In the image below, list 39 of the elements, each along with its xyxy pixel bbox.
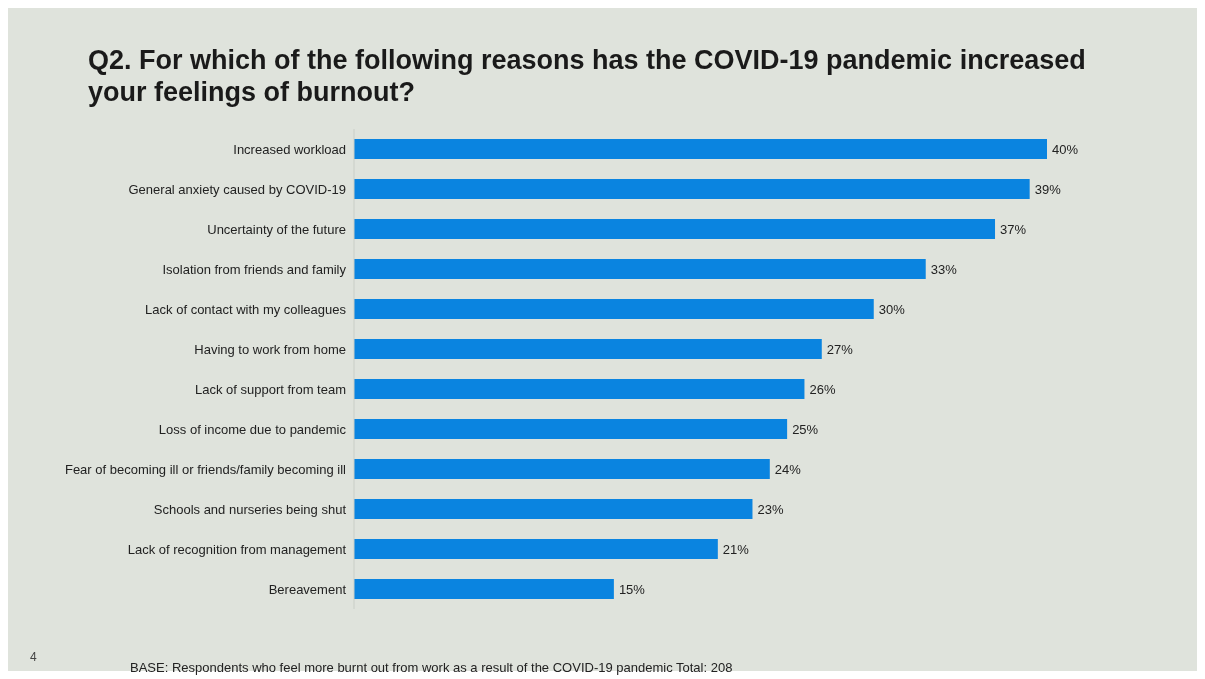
y-tick-label: Bereavement <box>268 581 347 597</box>
data-label: 15% <box>618 581 646 597</box>
data-label: 23% <box>757 501 784 517</box>
data-label: 30% <box>878 301 906 317</box>
bar <box>354 139 1047 159</box>
data-label: 27% <box>826 341 854 357</box>
bar <box>354 419 788 439</box>
data-label: 39% <box>1034 181 1062 197</box>
y-tick-label: Fear of becoming ill or friends/family becoming ill <box>64 461 347 477</box>
bar <box>354 379 805 399</box>
y-tick-label: Lack of support from team <box>194 381 346 397</box>
y-tick-label: Increased workload <box>233 141 346 157</box>
data-label: 33% <box>930 261 958 277</box>
bar <box>354 259 926 279</box>
bar <box>354 339 822 359</box>
bar <box>354 459 770 479</box>
y-tick-label: Loss of income due to pandemic <box>158 421 347 437</box>
bar <box>354 179 1030 199</box>
y-tick-label: Lack of recognition from management <box>127 541 347 557</box>
y-tick-label: Having to work from home <box>194 341 346 357</box>
y-tick-label: General anxiety caused by COVID-19 <box>128 181 346 197</box>
text: BASE: Respondents who feel more burnt out from work as a result of the COVID-19 pandemic Total: 208 <box>130 660 733 675</box>
data-label: 21% <box>722 541 750 557</box>
y-tick-label: Uncertainty of the future <box>207 221 346 237</box>
data-label: 26% <box>809 381 836 397</box>
y-tick-label: Isolation from friends and family <box>162 261 347 277</box>
bar <box>354 299 874 319</box>
y-tick-label: Lack of contact with my colleagues <box>145 301 347 317</box>
bar <box>354 539 718 559</box>
text: 4 <box>30 650 37 664</box>
y-tick-label: Schools and nurseries being shut <box>153 501 347 517</box>
data-label: 40% <box>1052 141 1079 157</box>
bar <box>354 499 753 519</box>
chart-title: Q2. For which of the following reasons has the COVID-19 pandemic increased your feelings of burnout? <box>88 44 1087 108</box>
bar <box>354 579 614 599</box>
data-label: 37% <box>1000 221 1027 237</box>
data-label: 25% <box>792 421 819 437</box>
data-label: 24% <box>774 461 802 477</box>
bar <box>354 219 996 239</box>
